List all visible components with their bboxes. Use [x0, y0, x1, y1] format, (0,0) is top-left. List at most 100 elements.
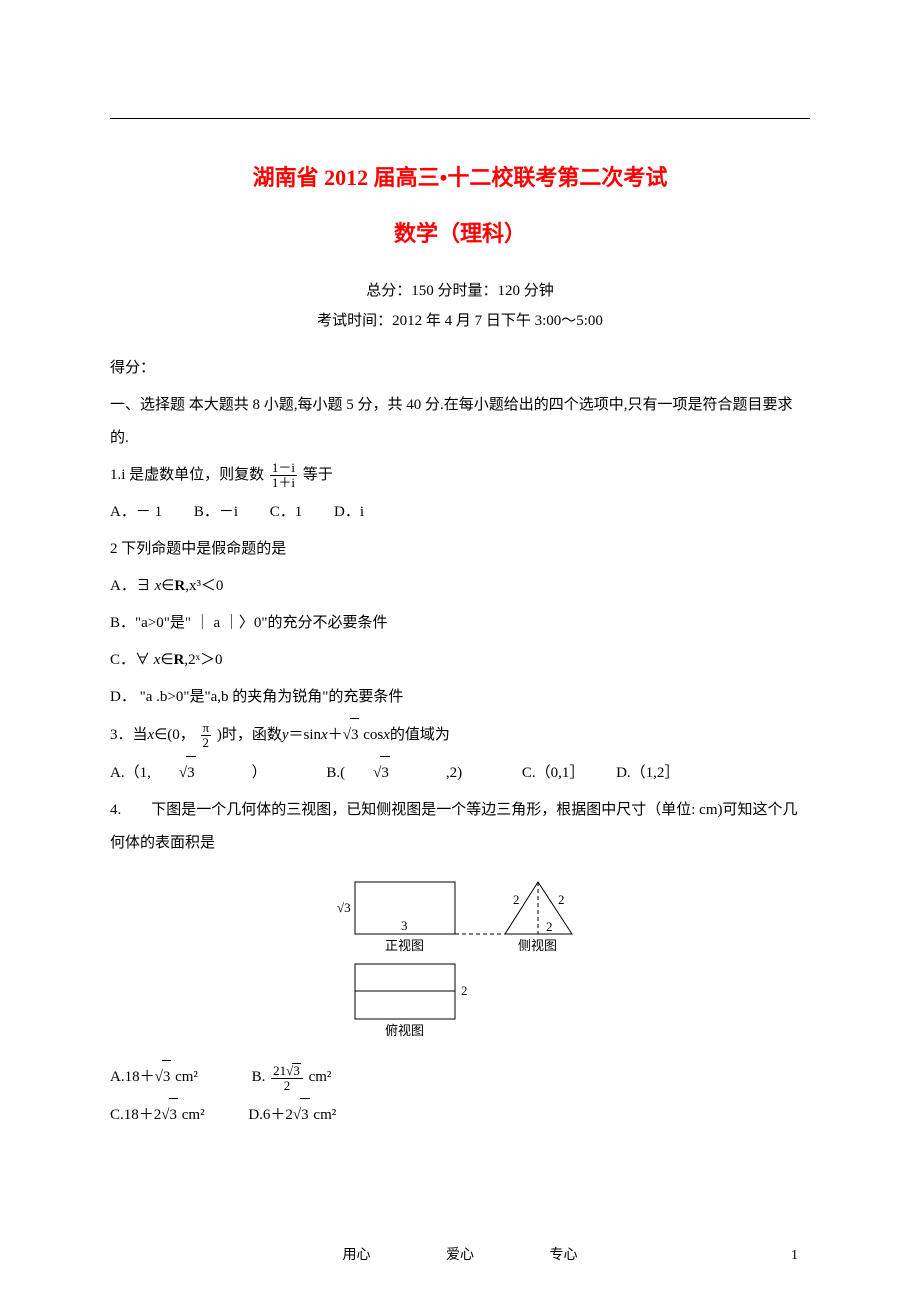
- footer-w3: 专心: [550, 1244, 578, 1264]
- q4-opt-b: B. 213 2 cm²: [252, 1069, 332, 1085]
- q2-opt-c: C．∀ x∈R,2ˣ＞0: [110, 644, 810, 677]
- q3-frac-den: 2: [201, 736, 212, 750]
- front-width-label: 3: [401, 918, 408, 933]
- q2-opt-a: A．∃ x∈R,x³＜0: [110, 570, 810, 603]
- q2c-pre: C．∀: [110, 652, 154, 668]
- q4c-post: cm²: [178, 1107, 205, 1123]
- q1-opt-c: C．1: [270, 496, 303, 529]
- q3a-post: ）: [252, 757, 267, 790]
- q4-stem: 4. 下图是一个几何体的三视图，已知侧视图是一个等边三角形，根据图中尺寸（单位:…: [110, 794, 810, 860]
- top-rule: [110, 118, 810, 119]
- q3b-post: ,2): [446, 757, 462, 790]
- q2-stem: 2 下列命题中是假命题的是: [110, 533, 810, 566]
- q2c-tail: ,2ˣ＞0: [184, 652, 222, 668]
- q4c-rad: 3: [169, 1098, 179, 1132]
- q4b-num-b: 3: [292, 1063, 301, 1078]
- q1-fraction: 1－i 1＋i: [270, 461, 297, 489]
- q4b-sqrt: 3: [286, 1063, 301, 1078]
- q4d-pre: D.6＋2: [248, 1107, 293, 1123]
- q2a-pre: A．∃: [110, 578, 155, 594]
- q3-pre: 3．当: [110, 727, 148, 743]
- q3-sqrt-rad: 3: [350, 718, 360, 752]
- q1-opt-b: B．－i: [194, 496, 238, 529]
- q4b-pre: B.: [252, 1069, 266, 1085]
- q3a-rad: 3: [186, 756, 196, 790]
- score-label: 得分：: [110, 352, 810, 385]
- q4b-den: 2: [271, 1079, 303, 1093]
- q3-frac: π 2: [201, 721, 212, 749]
- page-number: 1: [791, 1248, 798, 1264]
- q3-x1: x: [321, 727, 328, 743]
- q3a-sqrt: 3: [179, 756, 224, 790]
- q4b-frac: 21 3 2: [271, 1063, 303, 1092]
- q3-post: 的值域为: [390, 727, 450, 743]
- q3-y: y: [282, 727, 289, 743]
- q3-mid: )时，函数: [217, 727, 282, 743]
- q1-stem: 1.i 是虚数单位，则复数 1－i 1＋i 等于: [110, 459, 810, 492]
- q4-opt-a: A.18＋ 3 cm²: [110, 1060, 198, 1094]
- footer-w2: 爱心: [446, 1244, 474, 1264]
- q3-options: A.（1,3） B.(3,2) C.（0,1］ D.（1,2］: [110, 756, 810, 790]
- side-right-label: 2: [558, 892, 565, 907]
- q4a-rad: 3: [162, 1060, 172, 1094]
- q2a-set: R: [174, 578, 185, 594]
- q3-opt-a: A.（1, 3 ）: [110, 756, 295, 790]
- q4b-num: 21 3: [271, 1063, 303, 1079]
- q3-opt-c: C.（0,1］: [522, 757, 585, 790]
- q4d-sqrt: 3: [293, 1098, 310, 1132]
- q3a-pre: A.（1,: [110, 757, 151, 790]
- q1-post: 等于: [303, 467, 333, 483]
- top-side-label: 2: [461, 983, 468, 998]
- three-view-diagram: √33正视图222侧视图2俯视图: [110, 872, 810, 1052]
- footer: 用心 爱心 专心 1: [0, 1244, 920, 1264]
- q4d-post: cm²: [310, 1107, 337, 1123]
- top-caption: 俯视图: [385, 1023, 424, 1038]
- q3-plus: ＋: [328, 727, 343, 743]
- q4a-post: cm²: [171, 1069, 198, 1085]
- q3-in: ∈(0，: [154, 727, 195, 743]
- front-height-label: √3: [337, 900, 351, 915]
- q1-options: A．－ 1 B．－i C．1 D．i: [110, 496, 810, 529]
- q3-sqrt: 3: [343, 718, 360, 752]
- body: 得分： 一、选择题 本大题共 8 小题,每小题 5 分，共 40 分.在每小题给…: [110, 352, 810, 1132]
- q3-frac-num: π: [201, 721, 212, 736]
- q2a-in: ∈: [161, 578, 174, 594]
- meta-line-2: 考试时间：2012 年 4 月 7 日下午 3:00～5:00: [110, 306, 810, 336]
- q3-stem: 3．当x∈(0， π 2 )时，函数y＝sinx＋3 cosx的值域为: [110, 718, 810, 752]
- q3-eq: ＝sin: [289, 727, 322, 743]
- q3-x2: x: [383, 727, 390, 743]
- q4c-pre: C.18＋2: [110, 1107, 161, 1123]
- q4-opt-d: D.6＋23 cm²: [248, 1107, 336, 1123]
- q2-opt-d: D． "a .b>0"是"a,b 的夹角为锐角"的充要条件: [110, 681, 810, 714]
- q3-cos: cos: [359, 727, 383, 743]
- q1-opt-a: A．－ 1: [110, 496, 162, 529]
- meta-line-1: 总分：150 分时量：120 分钟: [110, 276, 810, 306]
- q4c-sqrt: 3: [161, 1098, 178, 1132]
- q4b-post: cm²: [309, 1069, 332, 1085]
- q1-opt-d: D．i: [334, 496, 364, 529]
- front-caption: 正视图: [385, 938, 424, 953]
- section-1: 一、选择题 本大题共 8 小题,每小题 5 分，共 40 分.在每小题给出的四个…: [110, 389, 810, 455]
- side-base-label: 2: [546, 919, 553, 934]
- q4d-rad: 3: [300, 1098, 310, 1132]
- q3b-pre: B.(: [326, 757, 345, 790]
- q4-row1: A.18＋3 cm² B. 213 2 cm²: [110, 1060, 810, 1094]
- q3-opt-b: B.( 3 ,2): [326, 756, 490, 790]
- q3b-rad: 3: [380, 756, 390, 790]
- q4a-pre: A.18＋: [110, 1069, 155, 1085]
- footer-w1: 用心: [343, 1244, 371, 1264]
- q4-opt-c: C.18＋2 3 cm²: [110, 1098, 205, 1132]
- title-main: 湖南省 2012 届高三•十二校联考第二次考试: [110, 160, 810, 192]
- side-left-label: 2: [513, 892, 520, 907]
- q1-frac-den: 1＋i: [270, 476, 297, 490]
- q2a-tail: ,x³＜0: [185, 578, 223, 594]
- title-sub: 数学（理科）: [110, 216, 810, 248]
- q2c-in: ∈: [160, 652, 173, 668]
- q4b-num-a: 21: [273, 1063, 286, 1078]
- q1-pre: 1.i 是虚数单位，则复数: [110, 467, 264, 483]
- q4-row2: C.18＋23 cm² D.6＋23 cm²: [110, 1098, 810, 1132]
- q3b-sqrt: 3: [373, 756, 418, 790]
- meta-block: 总分：150 分时量：120 分钟 考试时间：2012 年 4 月 7 日下午 …: [110, 276, 810, 336]
- diagram-svg: √33正视图222侧视图2俯视图: [310, 872, 610, 1052]
- q4a-sqrt: 3: [155, 1060, 172, 1094]
